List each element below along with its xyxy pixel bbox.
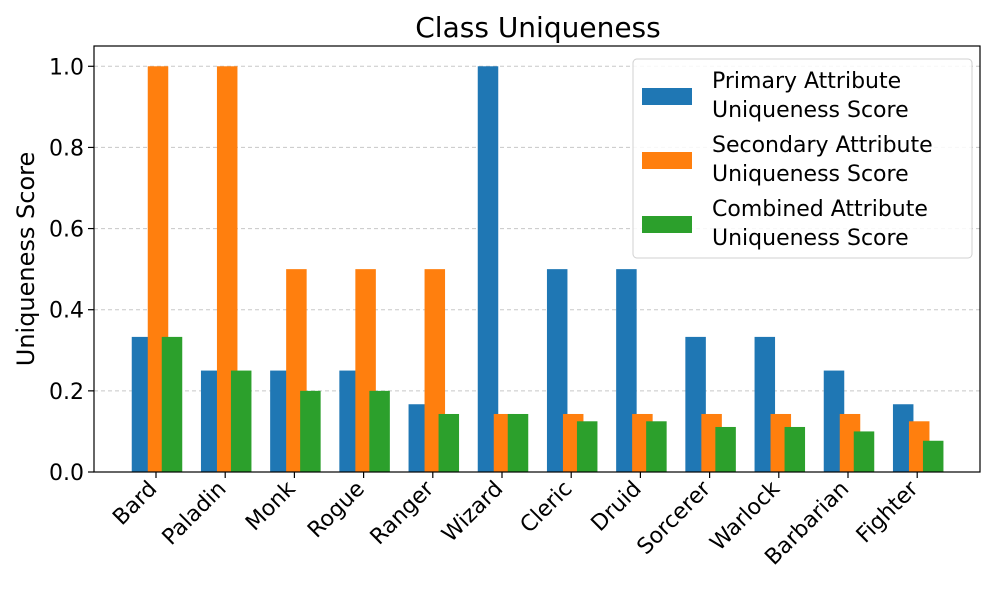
bar-sorcerer-series-3 [715,426,736,472]
legend-swatch [642,152,692,169]
x-tick-label-monk: Monk [241,476,301,536]
bar-ranger-series-3 [438,413,460,472]
bar-barbarian-series-1 [823,370,845,472]
legend-label: Primary Attribute [712,69,901,94]
bar-cleric-series-3 [576,421,598,472]
x-tick-label-wizard: Wizard [437,477,508,548]
x-tick-label-paladin: Paladin [158,477,232,551]
bar-warlock-series-3 [784,426,806,472]
x-tick-label-rogue: Rogue [303,477,370,544]
plot-frame [93,45,981,473]
bar-bard-series-3 [161,336,183,472]
legend-swatch [642,88,692,105]
bar-ranger-series-1 [408,404,430,472]
bar-monk-series-3 [300,390,321,472]
bar-paladin-series-1 [200,370,222,472]
bar-monk-series-1 [270,370,291,472]
y-tick-label: 0.2 [49,380,84,405]
y-tick-label: 0.6 [49,218,84,243]
y-ticks: 0.0 0.2 0.4 0.6 0.8 1.0 [49,55,94,486]
bar-barbarian-series-3 [853,431,875,472]
bar-wizard-series-3 [507,413,529,472]
legend-label: Combined Attribute [712,197,928,222]
bar-cleric-series-1 [546,269,568,472]
y-tick-label: 0.0 [49,461,84,486]
legend-label: Uniqueness Score [712,162,909,187]
x-tick-label-cleric: Cleric [516,477,578,539]
bar-druid-series-1 [616,269,637,472]
legend-swatch [642,216,692,233]
bar-druid-series-3 [646,421,667,472]
bar-rogue-series-1 [339,370,360,472]
legend-label: Uniqueness Score [712,226,909,251]
legend-frame [632,58,973,259]
x-tick-label-druid: Druid [587,477,647,537]
x-tick-label-ranger: Ranger [366,476,440,550]
legend: Primary Attribute Uniqueness Score Seconda… [632,58,973,259]
y-axis-label: Uniqueness Score [12,152,40,367]
bar-sorcerer-series-1 [685,336,706,472]
legend-label: Secondary Attribute [712,133,933,158]
bar-warlock-series-1 [754,336,776,472]
x-tick-label-fighter: Fighter [852,476,924,548]
bar-fighter-series-3 [922,440,944,472]
bars [131,66,944,473]
y-tick-label: 1.0 [49,55,84,80]
y-tick-label: 0.8 [49,136,84,161]
bar-rogue-series-3 [369,390,390,472]
x-tick-label-sorcerer: Sorcerer [633,476,717,560]
bar-fighter-series-1 [892,404,914,472]
legend-label: Uniqueness Score [712,98,909,123]
bar-paladin-series-3 [230,370,252,472]
bar-bard-series-1 [131,336,153,472]
bar-wizard-series-1 [477,66,499,473]
x-tick-label-bard: Bard [108,477,162,531]
chart-title: Class Uniqueness [415,11,660,44]
y-tick-label: 0.4 [49,299,84,324]
